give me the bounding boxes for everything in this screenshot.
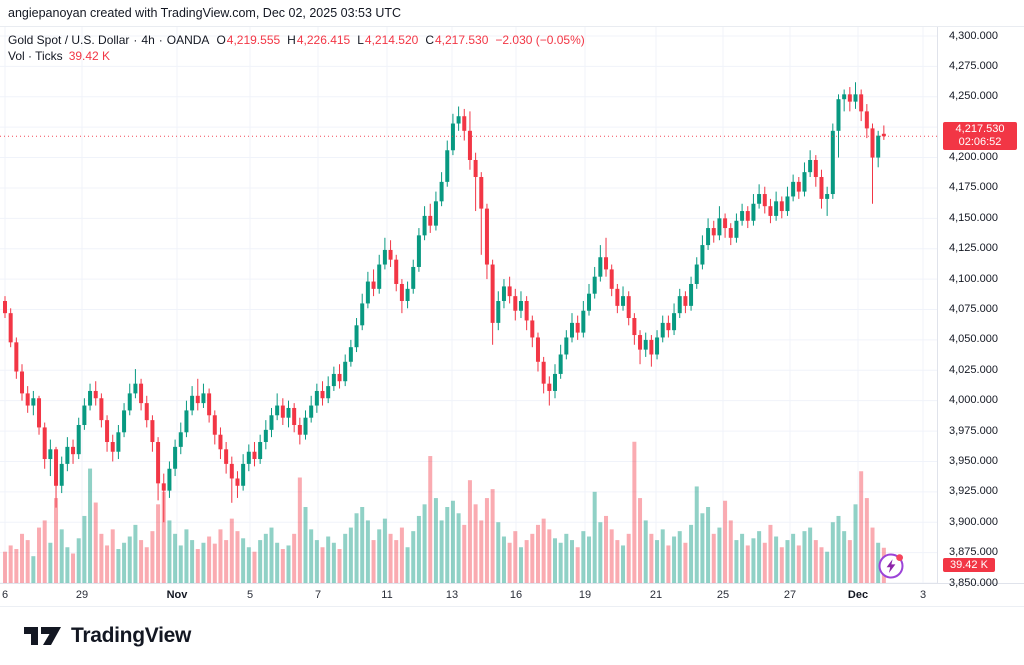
price-axis-label: 4,275.000 bbox=[949, 59, 998, 72]
close-value: 4,217.530 bbox=[434, 33, 489, 47]
price-axis-label: 4,050.000 bbox=[949, 333, 998, 346]
price-axis-label: 4,175.000 bbox=[949, 181, 998, 194]
change-value: −2.030 (−0.05%) bbox=[495, 33, 585, 47]
price-axis-label: 4,025.000 bbox=[949, 363, 998, 376]
footer: TradingView bbox=[0, 607, 1024, 664]
volume-indicator-label[interactable]: Vol · Ticks bbox=[8, 49, 63, 63]
legend-separator: · bbox=[133, 33, 138, 47]
exchange-label: OANDA bbox=[166, 33, 210, 47]
close-label: C bbox=[425, 33, 434, 47]
low-value: 4,214.520 bbox=[364, 33, 419, 47]
legend-separator: · bbox=[158, 33, 163, 47]
chart-widget: Gold Spot / U.S. Dollar · 4h · OANDA O4,219.5… bbox=[0, 27, 1024, 589]
price-axis[interactable]: 4,217.530 02:06:52 39.42 K 4,300.000 4,27… bbox=[937, 27, 1024, 589]
chart-legend: Gold Spot / U.S. Dollar · 4h · OANDA O4,219.5… bbox=[8, 32, 585, 64]
price-axis-label: 4,125.000 bbox=[949, 242, 998, 255]
time-axis-label: 3 bbox=[919, 589, 927, 601]
price-axis-label: 4,000.000 bbox=[949, 394, 998, 407]
time-axis-label: Nov bbox=[166, 589, 188, 601]
time-axis-label: 7 bbox=[314, 589, 322, 601]
price-pane[interactable]: Gold Spot / U.S. Dollar · 4h · OANDA O4,219.5… bbox=[0, 27, 937, 583]
time-axis-label: 5 bbox=[246, 589, 254, 601]
price-axis-label: 4,250.000 bbox=[949, 90, 998, 103]
volume-value: 39.42 K bbox=[68, 49, 111, 63]
time-axis-label: 25 bbox=[716, 589, 730, 601]
high-label: H bbox=[287, 33, 296, 47]
price-axis-label: 4,150.000 bbox=[949, 211, 998, 224]
time-axis-label: 11 bbox=[381, 589, 393, 601]
time-axis-label: 27 bbox=[783, 589, 797, 601]
time-axis-label: 19 bbox=[578, 589, 592, 601]
interval-label[interactable]: 4h bbox=[141, 33, 155, 47]
open-value: 4,219.555 bbox=[226, 33, 281, 47]
symbol-title[interactable]: Gold Spot / U.S. Dollar bbox=[8, 33, 130, 47]
price-axis-label: 4,200.000 bbox=[949, 151, 998, 164]
attribution-text: angiepanoyan created with TradingView.co… bbox=[8, 6, 402, 20]
price-axis-label: 4,100.000 bbox=[949, 272, 998, 285]
grid-layer bbox=[0, 27, 937, 583]
volume-value-badge: 39.42 K bbox=[943, 558, 995, 572]
spark-lightning-icon[interactable] bbox=[876, 551, 906, 581]
price-axis-label: 3,850.000 bbox=[949, 576, 998, 589]
tradingview-logo-text: TradingView bbox=[71, 623, 192, 647]
time-axis-label: 13 bbox=[445, 589, 459, 601]
tradingview-logo[interactable]: TradingView bbox=[24, 624, 191, 648]
candles-layer bbox=[3, 82, 886, 523]
high-value: 4,226.415 bbox=[296, 33, 351, 47]
time-axis-label: Dec bbox=[847, 589, 869, 601]
price-axis-label: 3,900.000 bbox=[949, 515, 998, 528]
notification-dot bbox=[896, 554, 903, 561]
volume-layer bbox=[3, 441, 886, 583]
low-label: L bbox=[357, 33, 364, 47]
open-label: O bbox=[216, 33, 226, 47]
time-axis-label: 29 bbox=[75, 589, 89, 601]
lightning-bolt-glyph bbox=[886, 559, 896, 573]
price-axis-label: 3,975.000 bbox=[949, 424, 998, 437]
price-axis-label: 3,925.000 bbox=[949, 485, 998, 498]
price-axis-label: 4,075.000 bbox=[949, 303, 998, 315]
time-axis-label: 21 bbox=[649, 589, 663, 601]
bar-countdown: 02:06:52 bbox=[958, 136, 1002, 149]
legend-row-volume: Vol · Ticks 39.42 K bbox=[8, 48, 585, 64]
current-price-badge: 4,217.530 02:06:52 bbox=[943, 122, 1017, 151]
price-axis-label: 3,875.000 bbox=[949, 546, 998, 559]
tradingview-logo-icon bbox=[24, 626, 61, 645]
time-axis-label: 6 bbox=[1, 589, 9, 601]
attribution-bar: angiepanoyan created with TradingView.co… bbox=[0, 0, 1024, 27]
legend-row-symbol: Gold Spot / U.S. Dollar · 4h · OANDA O4,219.5… bbox=[8, 32, 585, 48]
current-price-value: 4,217.530 bbox=[955, 123, 1005, 136]
price-axis-label: 3,950.000 bbox=[949, 454, 998, 467]
time-axis[interactable]: 6 29 Nov 5 7 11 13 16 19 21 25 27 Dec 3 bbox=[0, 583, 1024, 607]
candlestick-chart[interactable] bbox=[0, 27, 937, 583]
time-axis-label: 16 bbox=[509, 589, 523, 601]
price-axis-label: 4,300.000 bbox=[949, 29, 998, 42]
